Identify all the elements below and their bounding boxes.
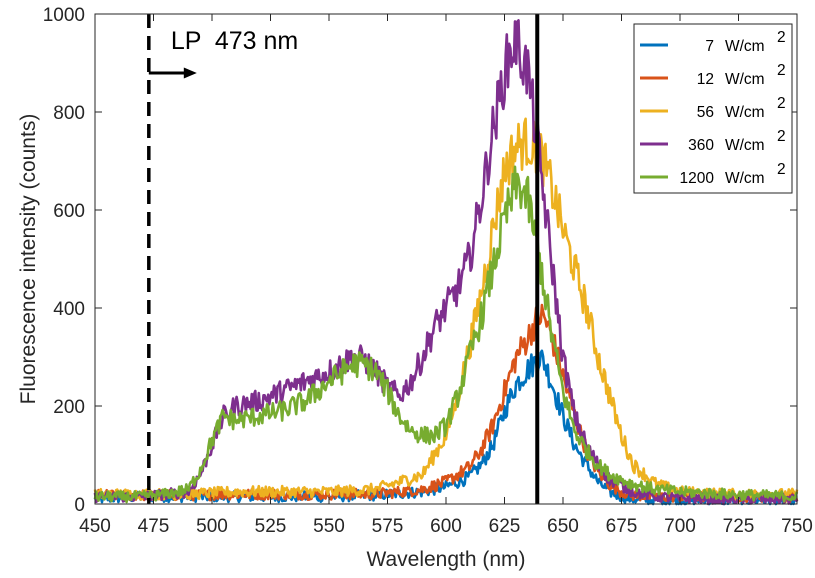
y-tick-label: 400 — [53, 299, 85, 320]
legend-entry-value: 12 — [697, 71, 714, 88]
legend-entry-unit-superscript: 2 — [777, 29, 786, 46]
x-tick-label: 750 — [781, 516, 813, 537]
legend-entry-unit: W/cm — [725, 137, 765, 154]
y-tick-label: 200 — [53, 397, 85, 418]
legend-entry-value: 7 — [705, 38, 714, 55]
legend-entry-unit: W/cm — [725, 170, 765, 187]
y-axis-ticks: 0 200 400 600 800 1000 — [43, 5, 797, 516]
x-tick-label: 475 — [138, 516, 170, 537]
y-tick-label: 600 — [53, 201, 85, 222]
legend-box — [633, 23, 793, 194]
legend-entry-unit-superscript: 2 — [777, 95, 786, 112]
legend-entry-unit-superscript: 2 — [777, 128, 786, 145]
long-pass-label: LP 473 nm — [171, 27, 298, 55]
y-tick-label: 1000 — [43, 5, 85, 26]
x-tick-label: 700 — [664, 516, 696, 537]
x-tick-label: 725 — [723, 516, 755, 537]
y-tick-label: 800 — [53, 103, 85, 124]
x-tick-label: 550 — [313, 516, 345, 537]
legend-entry-unit-superscript: 2 — [777, 161, 786, 178]
long-pass-annotation: LP 473 nm — [148, 27, 298, 79]
legend: 7 W/cm 2 12 W/cm 2 56 W/cm 2 360 W/cm 2 1200 W/cm 2 — [633, 23, 793, 194]
x-tick-label: 600 — [430, 516, 462, 537]
legend-entry-value: 1200 — [680, 170, 715, 187]
x-tick-label: 625 — [489, 516, 521, 537]
legend-entry-unit: W/cm — [725, 71, 765, 88]
y-tick-label: 0 — [74, 495, 85, 516]
x-axis-ticks: 450 475 500 525 550 575 600 625 650 675 700 725 750 — [79, 14, 813, 537]
x-tick-label: 675 — [606, 516, 638, 537]
y-axis-label: Fluorescence intensity (counts) — [17, 114, 40, 405]
x-tick-label: 450 — [79, 516, 111, 537]
x-tick-label: 575 — [372, 516, 404, 537]
series-1200-line — [93, 165, 799, 504]
x-tick-label: 650 — [547, 516, 579, 537]
x-tick-label: 500 — [196, 516, 228, 537]
legend-entry-unit-superscript: 2 — [777, 62, 786, 79]
legend-entry-unit: W/cm — [725, 38, 765, 55]
legend-entry-unit: W/cm — [725, 104, 765, 121]
legend-entry-value: 360 — [688, 137, 714, 154]
x-tick-label: 525 — [255, 516, 287, 537]
long-pass-arrow-icon — [183, 67, 197, 79]
legend-entry-value: 56 — [697, 104, 714, 121]
x-axis-label: Wavelength (nm) — [366, 548, 525, 571]
